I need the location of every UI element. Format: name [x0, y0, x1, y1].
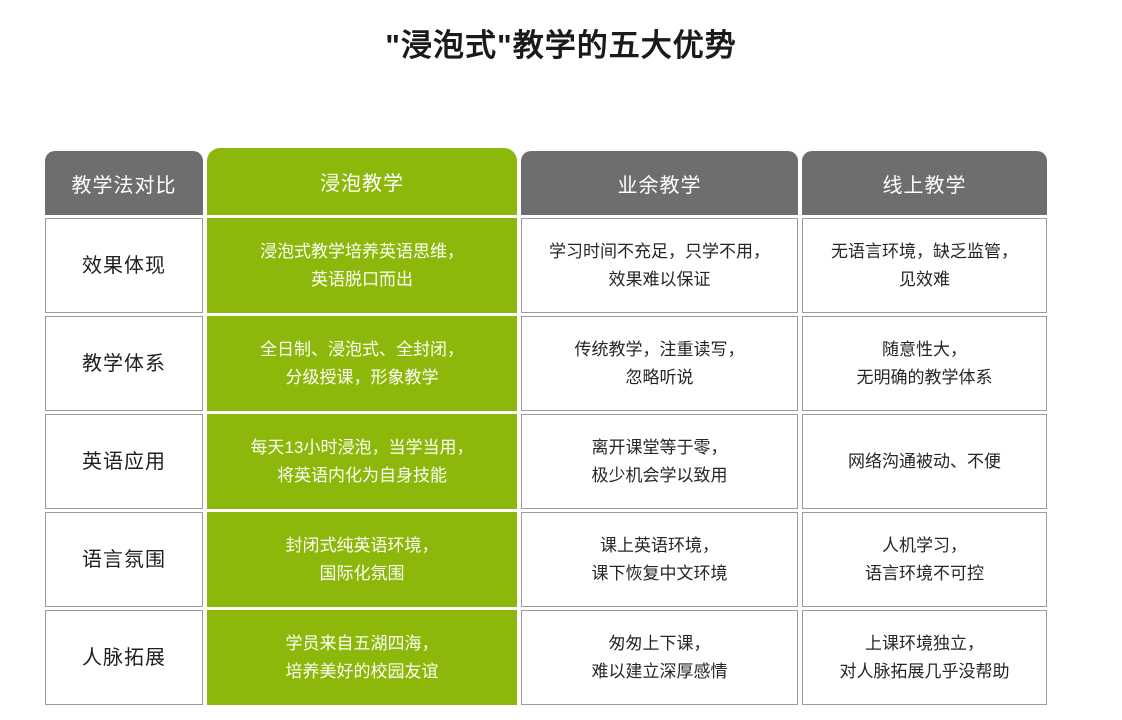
- row-label: 语言氛围: [82, 548, 166, 571]
- amateur-cell-text: 学习时间不充足，只学不用， 效果难以保证: [549, 241, 770, 289]
- row-label: 效果体现: [82, 254, 166, 277]
- amateur-cell-text: 匆匆上下课， 难以建立深厚感情: [591, 633, 728, 681]
- immersion-cell: 封闭式纯英语环境， 国际化氛围: [207, 512, 517, 607]
- online-cell-text: 无语言环境，缺乏监管， 见效难: [831, 241, 1018, 289]
- header-cell-online: 线上教学: [802, 151, 1047, 215]
- online-cell-text: 随意性大， 无明确的教学体系: [856, 339, 993, 387]
- online-cell: 上课环境独立， 对人脉拓展几乎没帮助: [802, 610, 1047, 705]
- immersion-cell: 学员来自五湖四海， 培养美好的校园友谊: [207, 610, 517, 705]
- immersion-cell-text: 浸泡式教学培养英语思维， 英语脱口而出: [260, 241, 464, 289]
- row-label: 英语应用: [82, 450, 166, 473]
- online-cell: 人机学习， 语言环境不可控: [802, 512, 1047, 607]
- online-cell: 无语言环境，缺乏监管， 见效难: [802, 218, 1047, 313]
- amateur-cell: 学习时间不充足，只学不用， 效果难以保证: [521, 218, 798, 313]
- table-row: 语言氛围 封闭式纯英语环境， 国际化氛围 课上英语环境， 课下恢复中文环境 人机…: [45, 512, 1047, 607]
- table-header-row: 教学法对比 浸泡教学 业余教学 线上教学: [45, 148, 1047, 215]
- online-cell-text: 上课环境独立， 对人脉拓展几乎没帮助: [839, 633, 1010, 681]
- immersion-cell: 浸泡式教学培养英语思维， 英语脱口而出: [207, 218, 517, 313]
- amateur-cell: 课上英语环境， 课下恢复中文环境: [521, 512, 798, 607]
- row-label-cell: 效果体现: [45, 218, 203, 313]
- row-label-cell: 英语应用: [45, 414, 203, 509]
- amateur-cell-text: 传统教学，注重读写， 忽略听说: [574, 339, 745, 387]
- amateur-cell: 传统教学，注重读写， 忽略听说: [521, 316, 798, 411]
- online-cell-text: 人机学习， 语言环境不可控: [865, 535, 984, 583]
- immersion-cell-text: 每天13小时浸泡，当学当用， 将英语内化为自身技能: [250, 437, 474, 485]
- online-cell: 随意性大， 无明确的教学体系: [802, 316, 1047, 411]
- table-row: 效果体现 浸泡式教学培养英语思维， 英语脱口而出 学习时间不充足，只学不用， 效…: [45, 218, 1047, 313]
- immersion-cell-text: 封闭式纯英语环境， 国际化氛围: [285, 535, 439, 583]
- comparison-table: 教学法对比 浸泡教学 业余教学 线上教学 效果体现 浸泡式教学培养英语思维， 英…: [45, 148, 1047, 705]
- amateur-cell-text: 课上英语环境， 课下恢复中文环境: [591, 535, 728, 583]
- row-label: 人脉拓展: [82, 646, 166, 669]
- online-cell-text: 网络沟通被动、不便: [848, 451, 1001, 471]
- amateur-cell: 离开课堂等于零， 极少机会学以致用: [521, 414, 798, 509]
- page-title: "浸泡式"教学的五大优势: [385, 28, 737, 63]
- header-cell-immersion: 浸泡教学: [207, 148, 517, 215]
- immersion-cell-text: 学员来自五湖四海， 培养美好的校园友谊: [285, 633, 439, 681]
- online-cell: 网络沟通被动、不便: [802, 414, 1047, 509]
- amateur-cell-text: 离开课堂等于零， 极少机会学以致用: [591, 437, 728, 485]
- immersion-cell-text: 全日制、浸泡式、全封闭， 分级授课，形象教学: [260, 339, 464, 387]
- row-label-cell: 语言氛围: [45, 512, 203, 607]
- table-row: 教学体系 全日制、浸泡式、全封闭， 分级授课，形象教学 传统教学，注重读写， 忽…: [45, 316, 1047, 411]
- immersion-cell: 每天13小时浸泡，当学当用， 将英语内化为自身技能: [207, 414, 517, 509]
- row-label-cell: 人脉拓展: [45, 610, 203, 705]
- row-label: 教学体系: [82, 352, 166, 375]
- row-label-cell: 教学体系: [45, 316, 203, 411]
- table-row: 人脉拓展 学员来自五湖四海， 培养美好的校园友谊 匆匆上下课， 难以建立深厚感情…: [45, 610, 1047, 705]
- infographic-page: "浸泡式"教学的五大优势 教学法对比 浸泡教学 业余教学 线上教学 效果体现 浸…: [0, 20, 1122, 705]
- amateur-cell: 匆匆上下课， 难以建立深厚感情: [521, 610, 798, 705]
- table-row: 英语应用 每天13小时浸泡，当学当用， 将英语内化为自身技能 离开课堂等于零， …: [45, 414, 1047, 509]
- header-cell-amateur: 业余教学: [521, 151, 798, 215]
- immersion-cell: 全日制、浸泡式、全封闭， 分级授课，形象教学: [207, 316, 517, 411]
- table-body: 效果体现 浸泡式教学培养英语思维， 英语脱口而出 学习时间不充足，只学不用， 效…: [45, 218, 1047, 705]
- header-cell-compare: 教学法对比: [45, 151, 203, 215]
